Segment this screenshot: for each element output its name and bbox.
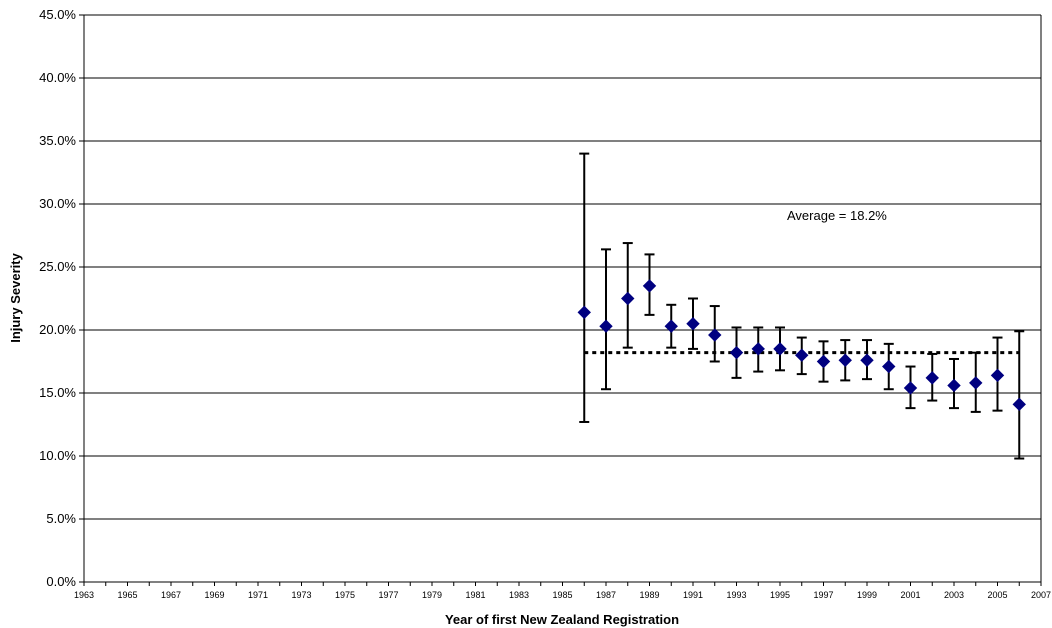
x-tick-label: 2003	[944, 590, 964, 600]
data-point	[642, 279, 657, 293]
data-point	[947, 378, 961, 393]
data-point	[599, 319, 613, 333]
data-point	[838, 353, 852, 367]
data-point	[1012, 397, 1026, 412]
data-point	[903, 381, 918, 395]
x-tick-label: 1969	[204, 590, 224, 600]
x-tick-label: 1985	[552, 590, 572, 600]
data-point	[686, 316, 700, 331]
x-tick-label: 1999	[857, 590, 877, 600]
data-point	[860, 353, 874, 367]
x-tick-label: 1981	[465, 590, 485, 600]
data-point	[925, 371, 939, 385]
x-tick-label: 1973	[291, 590, 311, 600]
data-point	[816, 354, 831, 369]
y-tick-label: 35.0%	[39, 133, 76, 148]
x-tick-label: 2005	[987, 590, 1007, 600]
x-tick-label: 1983	[509, 590, 529, 600]
y-tick-label: 25.0%	[39, 259, 76, 274]
y-tick-label: 40.0%	[39, 70, 76, 85]
y-tick-label: 10.0%	[39, 448, 76, 463]
x-tick-label: 2001	[900, 590, 920, 600]
y-tick-labels: 0.0% 5.0% 10.0% 15.0% 20.0% 25.0% 30.0% 35.0% 40…	[39, 7, 76, 589]
y-tick-label: 15.0%	[39, 385, 76, 400]
data-point	[621, 291, 635, 306]
data-point	[729, 345, 744, 360]
y-tick-label: 20.0%	[39, 322, 76, 337]
x-tick-labels: 1963 1965 1967 1969 1971 1973 1975 1977 1979 1981…	[74, 590, 1051, 600]
x-axis-title: Year of first New Zealand Registration	[445, 612, 679, 627]
x-tick-label: 1987	[596, 590, 616, 600]
x-tick-label: 2007	[1031, 590, 1051, 600]
data-point	[882, 359, 896, 374]
data-point	[577, 305, 591, 320]
y-tick-label: 0.0%	[46, 574, 76, 589]
x-tick-label: 1967	[161, 590, 181, 600]
y-axis-title: Injury Severity	[8, 252, 23, 342]
data-point	[969, 376, 983, 390]
x-tick-label: 1977	[378, 590, 398, 600]
axes	[79, 14, 1042, 586]
y-tick-label: 30.0%	[39, 196, 76, 211]
x-tick-label: 1995	[770, 590, 790, 600]
x-tick-label: 1997	[813, 590, 833, 600]
average-annotation: Average = 18.2%	[787, 208, 887, 223]
data-point	[751, 342, 765, 356]
error-bars	[579, 152, 1025, 460]
x-tick-label: 1965	[117, 590, 137, 600]
data-points	[577, 279, 1026, 412]
x-tick-label: 1979	[422, 590, 442, 600]
gridlines	[84, 14, 1041, 520]
y-tick-label: 5.0%	[46, 511, 76, 526]
y-tick-label: 45.0%	[39, 7, 76, 22]
x-tick-label: 1989	[639, 590, 659, 600]
data-point	[773, 342, 787, 356]
data-point	[708, 328, 722, 342]
data-point	[990, 368, 1005, 383]
x-tick-label: 1993	[726, 590, 746, 600]
x-tick-label: 1975	[335, 590, 355, 600]
data-point	[664, 319, 678, 333]
data-point	[795, 348, 809, 362]
x-tick-label: 1971	[248, 590, 268, 600]
x-tick-label: 1991	[683, 590, 703, 600]
x-tick-label: 1963	[74, 590, 94, 600]
